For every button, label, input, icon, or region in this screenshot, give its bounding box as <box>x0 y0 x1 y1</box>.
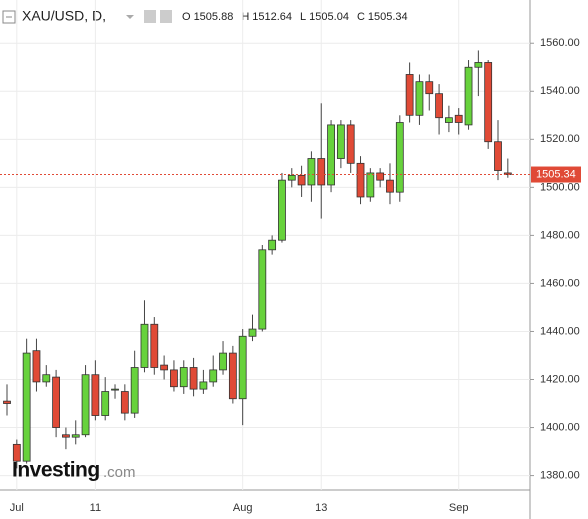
candle-body <box>42 374 51 383</box>
ohlc-label: C <box>357 11 365 23</box>
candle-body <box>209 369 218 383</box>
settings-icon[interactable] <box>160 10 172 23</box>
candle-body <box>346 124 355 164</box>
candle-body <box>366 172 375 198</box>
candle-body <box>317 158 326 186</box>
candle-body <box>268 239 277 251</box>
candle-body <box>81 374 90 436</box>
candle-body <box>32 350 41 383</box>
symbol-title: XAU/USD, D, <box>22 8 106 24</box>
candle-body <box>170 369 178 388</box>
candle-body <box>189 367 198 390</box>
candle-body <box>228 352 237 400</box>
x-tick-label: 13 <box>315 502 327 514</box>
candle-body <box>22 352 31 462</box>
y-tick-label: 1520.00 <box>540 133 580 145</box>
candle-body <box>71 434 80 438</box>
candle-body <box>160 364 169 371</box>
logo-name: Investing <box>12 459 100 482</box>
y-tick-label: 1480.00 <box>540 229 580 241</box>
candle-body <box>464 66 473 126</box>
candle-body <box>287 174 296 181</box>
ohlc-label: O <box>182 11 191 23</box>
candle-body <box>297 174 306 186</box>
candle-body <box>219 352 227 371</box>
candle-body <box>52 376 60 428</box>
y-tick-label: 1420.00 <box>540 373 580 385</box>
candle-body <box>130 367 139 414</box>
candle-body <box>120 391 129 414</box>
candle-body <box>248 328 257 337</box>
candle-body <box>435 93 443 119</box>
dropdown-icon[interactable] <box>126 15 134 19</box>
candle-body <box>62 434 70 438</box>
candle-body <box>444 117 453 123</box>
ohlc-label: H <box>241 11 249 23</box>
candle-body <box>140 323 149 368</box>
candle-body <box>386 179 394 193</box>
candle-body <box>111 388 119 391</box>
y-tick-label: 1500.00 <box>540 181 580 193</box>
candle-body <box>415 81 424 116</box>
candle-body <box>336 124 345 159</box>
last-price-label: 1505.34 <box>536 168 576 180</box>
x-tick-label: Sep <box>449 502 469 514</box>
last-price-box <box>531 166 581 183</box>
candle-body <box>454 114 463 123</box>
candle-body <box>327 124 335 186</box>
candle-body <box>405 74 414 116</box>
candle-body <box>356 162 365 198</box>
candle-body <box>179 367 188 388</box>
x-tick-label: 11 <box>90 502 101 514</box>
candle-body <box>238 335 247 400</box>
y-tick-label: 1540.00 <box>540 85 580 97</box>
candle-body <box>307 158 316 186</box>
candle-body <box>503 172 512 175</box>
ohlc-value: 1505.88 <box>194 11 234 23</box>
ohlc-header: O 1505.88 H 1512.64 L 1505.04 C 1505.34 <box>182 11 408 23</box>
candle-body <box>101 391 110 416</box>
y-tick-label: 1560.00 <box>540 37 580 49</box>
y-tick-label: 1400.00 <box>540 421 580 433</box>
y-tick-label: 1380.00 <box>540 469 580 481</box>
candle-body <box>474 62 483 68</box>
candle-body <box>150 323 159 368</box>
logo-suffix: .com <box>103 464 136 481</box>
ohlc-value: 1505.04 <box>309 11 349 23</box>
collapse-icon[interactable] <box>2 10 16 24</box>
candle-body <box>199 381 208 390</box>
x-tick-label: Aug <box>233 502 253 514</box>
candle-body <box>278 179 286 241</box>
ohlc-value: 1505.34 <box>368 11 408 23</box>
y-tick-label: 1460.00 <box>540 277 580 289</box>
candle-body <box>91 374 100 416</box>
candle-body <box>494 141 502 171</box>
ohlc-label: L <box>300 11 306 23</box>
eye-icon[interactable] <box>144 10 156 23</box>
ohlc-value: 1512.64 <box>252 11 292 23</box>
candle-body <box>258 249 267 330</box>
candle-body <box>3 400 11 404</box>
candle-body <box>12 443 21 462</box>
candle-body <box>376 172 385 181</box>
candle-body <box>395 122 404 193</box>
x-tick-label: Jul <box>10 502 24 514</box>
y-tick-label: 1440.00 <box>540 325 580 337</box>
candle-body <box>425 81 434 95</box>
candle-body <box>484 62 493 143</box>
